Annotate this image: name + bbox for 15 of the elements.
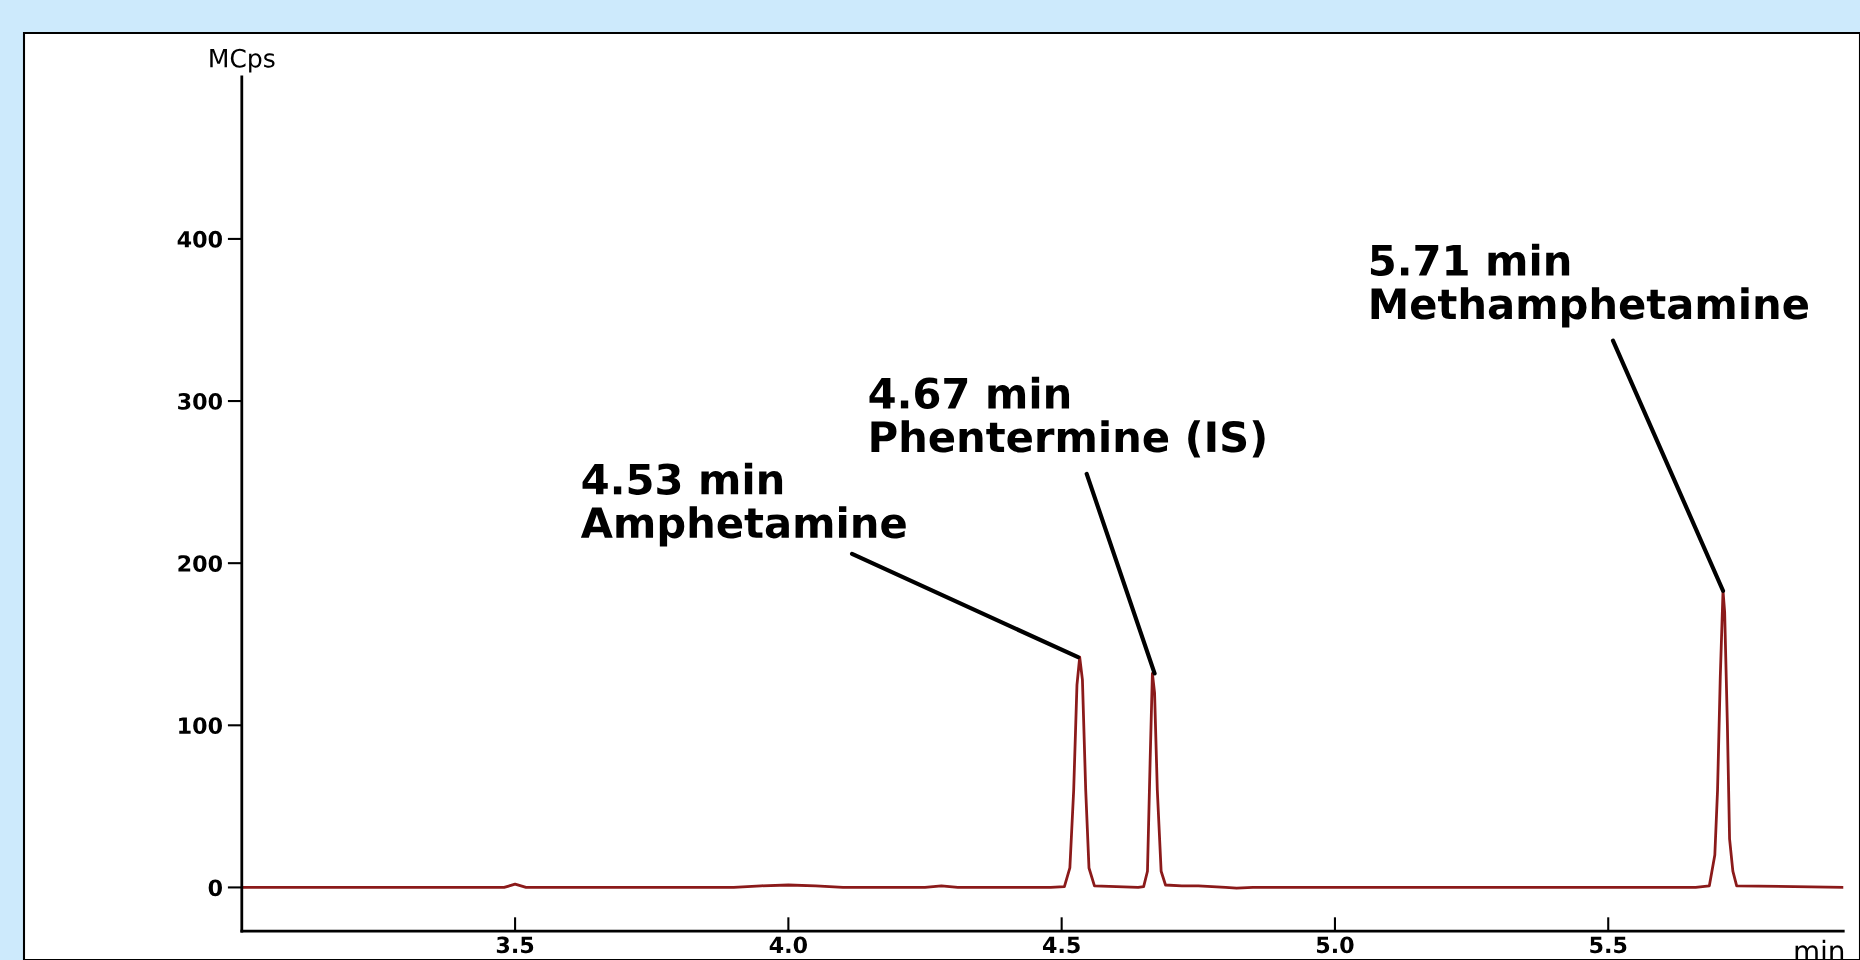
y-tick-label: 100 — [179, 717, 222, 735]
x-tick-label: 5.0 — [1316, 936, 1354, 954]
x-tick-label: 5.5 — [1590, 936, 1627, 954]
annotation: 4.67 min Phentermine (IS) — [869, 376, 1265, 458]
y-axis-title: MCps — [210, 48, 275, 73]
x-tick-label: 3.5 — [496, 936, 534, 954]
line-series — [241, 589, 1844, 890]
annotation: 5.71 min Methamphetamine — [1370, 243, 1808, 328]
y-tick-label: 0 — [208, 879, 222, 897]
x-tick-label: 4.0 — [769, 936, 807, 954]
y-tick-label: 300 — [178, 393, 222, 410]
y-tick-label: 200 — [178, 555, 222, 572]
y-tick-label: 400 — [177, 230, 222, 248]
x-tick-label: 4.5 — [1042, 936, 1080, 954]
annotation: 4.53 min Amphetamine — [580, 462, 906, 547]
